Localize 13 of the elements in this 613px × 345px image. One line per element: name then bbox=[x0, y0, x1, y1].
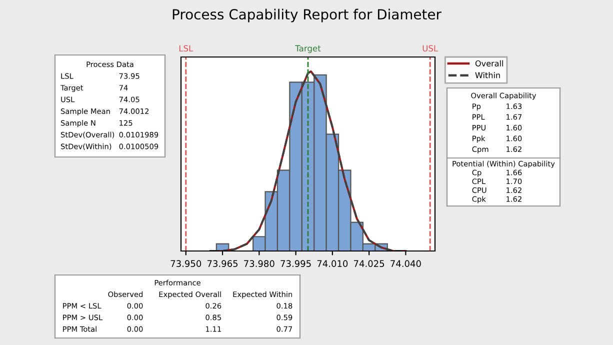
ref-line-label: USL bbox=[422, 45, 438, 52]
legend-label: Within bbox=[475, 72, 500, 78]
x-tick-label: 73.980 bbox=[244, 260, 274, 268]
x-tick-label: 74.040 bbox=[390, 260, 421, 268]
x-tick-label: 74.025 bbox=[354, 260, 384, 268]
x-tick-label: 73.950 bbox=[170, 260, 202, 268]
x-tick-label: 73.995 bbox=[280, 260, 311, 268]
x-tick-label: 73.965 bbox=[207, 260, 238, 268]
ref-line-label: LSL bbox=[179, 45, 194, 52]
legend-label: Overall bbox=[475, 60, 503, 66]
chart-title: Process Capability Report for Diameter bbox=[172, 8, 442, 22]
ref-line-label: Target bbox=[295, 45, 321, 54]
x-tick-label: 74.010 bbox=[317, 260, 348, 268]
